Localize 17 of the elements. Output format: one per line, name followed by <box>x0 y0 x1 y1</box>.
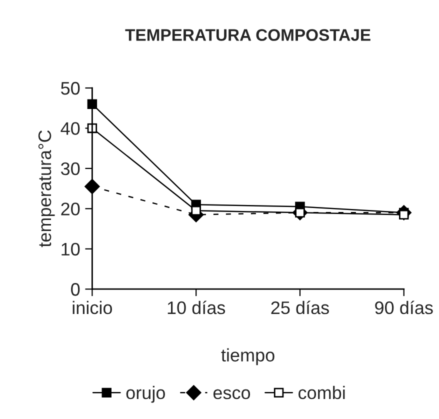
legend-label: orujo <box>126 386 165 403</box>
x-tick-label: 90 días <box>375 300 433 314</box>
point <box>191 206 201 216</box>
x-tick-label: 10 días <box>168 300 226 314</box>
x-tick-label: 25 días <box>271 300 329 314</box>
y-axis-title: temperatura°C <box>38 130 55 248</box>
legend-label: esco <box>213 389 250 400</box>
y-tick-label: 30 <box>60 162 80 176</box>
y-tick-label: 20 <box>61 202 80 216</box>
y-tick-label: 0 <box>71 283 80 296</box>
y-tick-label: 10 <box>62 242 80 256</box>
x-tick-label: inicio <box>72 300 112 314</box>
chart-title: TEMPERATURA COMPOSTAJE <box>125 29 370 41</box>
y-tick-label: 40 <box>60 122 80 135</box>
y-tick-label: 50 <box>61 82 80 95</box>
legend-label: combi <box>298 386 345 400</box>
x-axis-title: tiempo <box>221 348 274 366</box>
